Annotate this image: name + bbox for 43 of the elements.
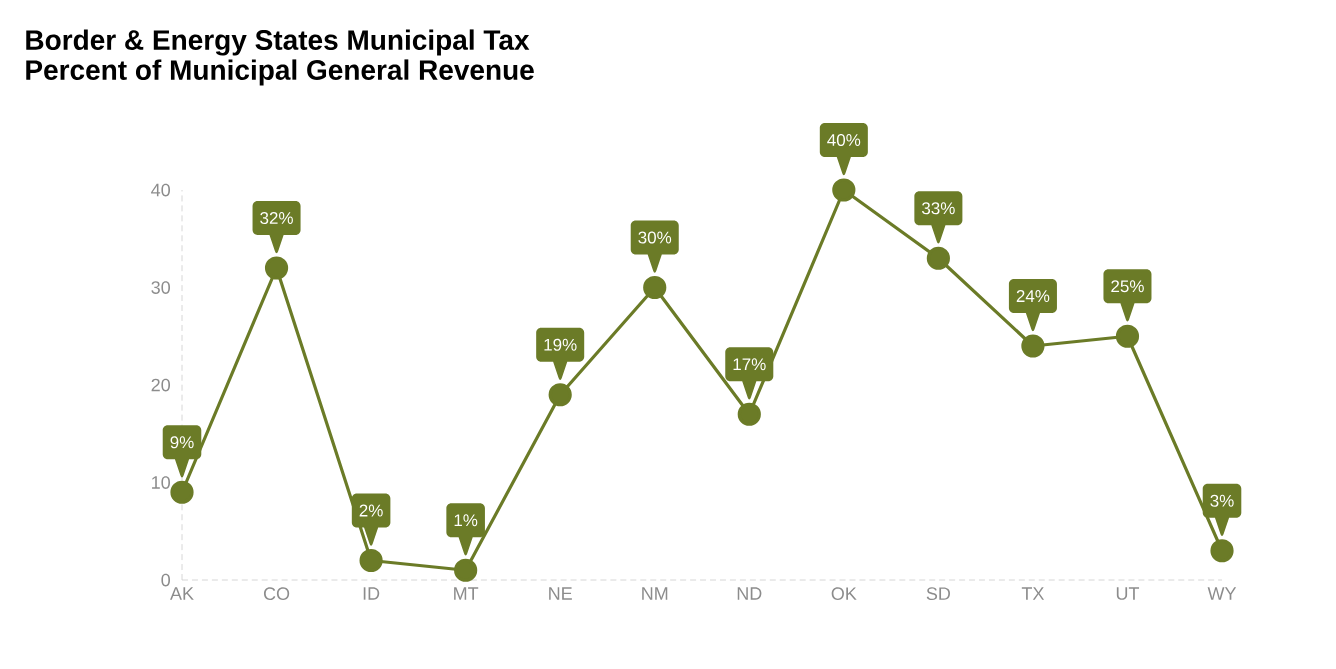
data-label: 2% [359, 504, 383, 517]
data-label: 40% [827, 133, 861, 147]
x-tick-label: ID [363, 587, 380, 600]
y-tick-label: 10 [152, 476, 171, 489]
point [832, 178, 856, 202]
point [170, 480, 194, 504]
x-tick-label: UT [1116, 587, 1140, 600]
y-tick-label: 40 [151, 183, 171, 197]
data-label: 25% [1111, 280, 1144, 293]
x-tick-label: SD [926, 587, 950, 601]
y-tick-label: 30 [151, 281, 171, 294]
data-label: 33% [922, 202, 955, 215]
x-tick-label: OK [831, 587, 857, 601]
point [1210, 539, 1234, 563]
point [926, 246, 950, 270]
x-tick-label: ND [737, 587, 762, 600]
point [1115, 324, 1140, 348]
data-label: 9% [170, 436, 194, 449]
y-tick-label: 20 [151, 378, 171, 392]
point [643, 275, 667, 300]
chart-subtitle: Percent of Municipal General Revenue [26, 59, 534, 86]
data-label: 32% [260, 211, 293, 225]
x-tick-label: MT [454, 587, 479, 600]
x-tick-label: AK [170, 587, 194, 600]
x-tick-label: TX [1021, 587, 1045, 600]
chart-title: Border & Energy States Municipal Tax [26, 29, 530, 56]
data-label: 17% [733, 358, 766, 371]
data-label: 19% [544, 338, 577, 351]
x-tick-label: NE [549, 587, 572, 600]
point [264, 256, 289, 280]
x-tick-label: NM [642, 587, 668, 600]
data-label: 30% [638, 231, 672, 244]
x-tick-label: CO [263, 587, 290, 601]
point [454, 558, 478, 582]
point [548, 383, 572, 407]
point [737, 402, 761, 426]
data-label: 3% [1210, 494, 1234, 507]
data-label: 1% [454, 514, 478, 527]
point [1021, 334, 1045, 358]
y-tick-label: 0 [161, 573, 171, 587]
data-label: 24% [1016, 290, 1050, 302]
point [359, 548, 383, 573]
x-tick-label: WY [1207, 587, 1237, 600]
